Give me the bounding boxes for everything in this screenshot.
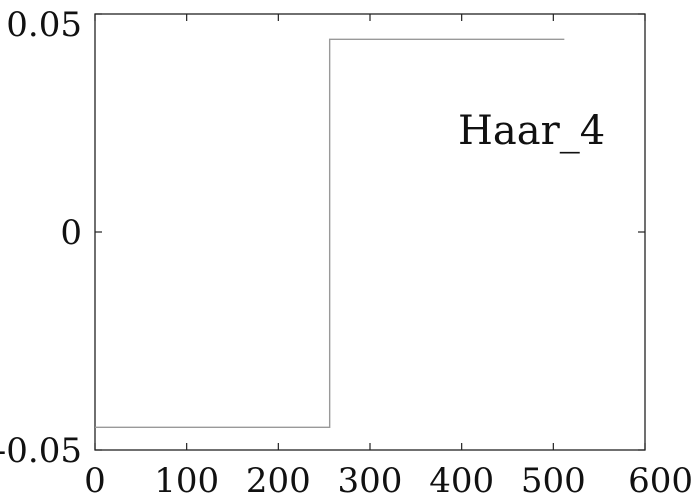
y-axis-ticks: -0.05 0 0.05 [0,5,645,471]
x-axis-ticks: 0 100 200 300 400 500 600 [84,14,693,501]
y-tick-label: 0 [60,213,82,253]
series-layer [95,38,565,429]
x-tick-label: 300 [338,461,403,501]
x-tick-label: 200 [246,461,311,501]
x-tick-label: 500 [521,461,586,501]
plot-frame [94,13,646,451]
x-tick-label: 0 [84,461,106,501]
series-annotation: Haar_4 [458,108,605,154]
series-line [95,38,565,429]
x-tick-label: 100 [154,461,219,501]
y-tick-label: -0.05 [0,431,82,471]
y-tick-label: 0.05 [6,5,82,45]
x-tick-label: 400 [429,461,494,501]
x-tick-label: 600 [628,461,693,501]
